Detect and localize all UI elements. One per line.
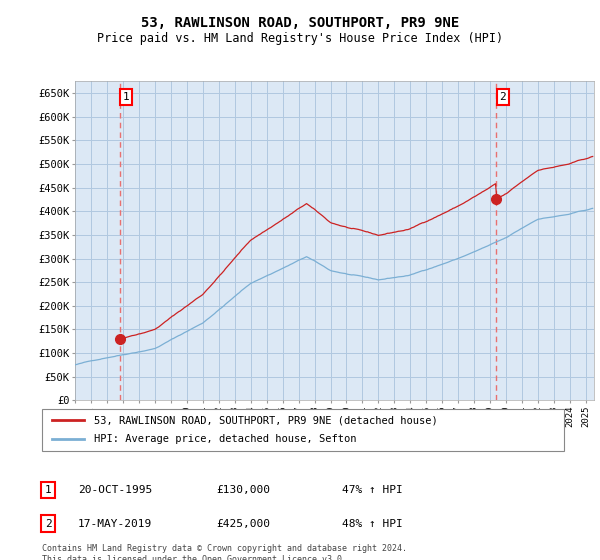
Text: 53, RAWLINSON ROAD, SOUTHPORT, PR9 9NE (detached house): 53, RAWLINSON ROAD, SOUTHPORT, PR9 9NE (… xyxy=(94,415,438,425)
Text: 53, RAWLINSON ROAD, SOUTHPORT, PR9 9NE: 53, RAWLINSON ROAD, SOUTHPORT, PR9 9NE xyxy=(141,16,459,30)
FancyBboxPatch shape xyxy=(42,409,564,451)
Text: Contains HM Land Registry data © Crown copyright and database right 2024.
This d: Contains HM Land Registry data © Crown c… xyxy=(42,544,407,560)
Text: 1: 1 xyxy=(123,92,130,102)
Text: 2: 2 xyxy=(499,92,506,102)
Text: 17-MAY-2019: 17-MAY-2019 xyxy=(78,519,152,529)
Text: £130,000: £130,000 xyxy=(216,485,270,495)
Text: 47% ↑ HPI: 47% ↑ HPI xyxy=(342,485,403,495)
Text: 2: 2 xyxy=(44,519,52,529)
Text: 20-OCT-1995: 20-OCT-1995 xyxy=(78,485,152,495)
Text: HPI: Average price, detached house, Sefton: HPI: Average price, detached house, Seft… xyxy=(94,435,357,445)
Text: 48% ↑ HPI: 48% ↑ HPI xyxy=(342,519,403,529)
Text: £425,000: £425,000 xyxy=(216,519,270,529)
Text: 1: 1 xyxy=(44,485,52,495)
Text: Price paid vs. HM Land Registry's House Price Index (HPI): Price paid vs. HM Land Registry's House … xyxy=(97,32,503,45)
